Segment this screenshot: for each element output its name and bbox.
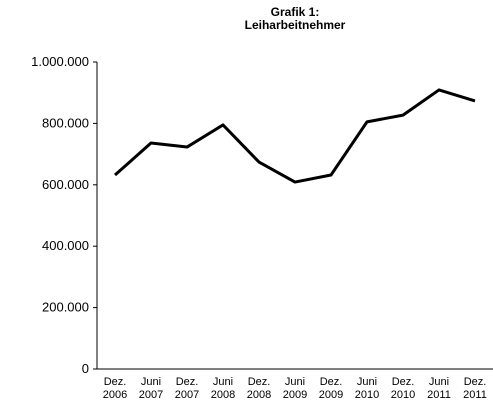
x-tick-label: Juni 2008: [211, 376, 235, 401]
x-tick-label: Dez. 2008: [247, 376, 271, 401]
y-tick-label: 800.000: [42, 115, 89, 130]
chart-title: Grafik 1: Leiharbeitnehmer: [245, 5, 346, 32]
x-tick-label: Juni 2010: [355, 376, 379, 401]
y-tick-label: 1.000.000: [31, 54, 89, 69]
y-tick-label: 200.000: [42, 300, 89, 315]
x-tick-label: Dez. 2010: [391, 376, 415, 401]
x-tick-label: Juni 2007: [139, 376, 163, 401]
line-series: [114, 88, 476, 184]
y-tick-label: 400.000: [42, 238, 89, 253]
x-tick-label: Juni 2011: [427, 376, 451, 401]
y-tick-label: 600.000: [42, 177, 89, 192]
x-tick-label: Dez. 2009: [319, 376, 343, 401]
x-tick-label: Dez. 2011: [463, 376, 487, 401]
x-tick-label: Dez. 2007: [175, 376, 199, 401]
x-tick-label: Dez. 2006: [103, 376, 127, 401]
y-tick-label: 0: [82, 361, 89, 376]
x-tick-label: Juni 2009: [283, 376, 307, 401]
